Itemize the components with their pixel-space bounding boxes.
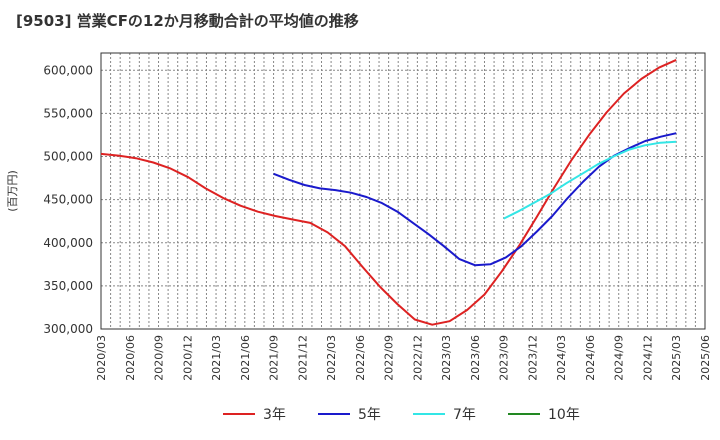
series-line-0	[100, 58, 677, 326]
legend-label-1: 5年	[358, 407, 381, 423]
y-tick-label: 450,000	[43, 193, 93, 207]
y-axis-ticks: 300,000 350,000 400,000 450,000 500,000 550,0…	[43, 63, 93, 336]
x-tick-label: 2022/09	[383, 335, 396, 381]
x-tick-label: 2022/06	[354, 335, 367, 381]
x-tick-label: 2023/09	[498, 335, 511, 381]
x-tick-label: 2025/06	[699, 335, 712, 381]
y-tick-label: 600,000	[43, 63, 93, 77]
x-tick-label: 2021/03	[210, 335, 223, 381]
y-tick-label: 400,000	[43, 236, 93, 250]
x-tick-label: 2024/09	[613, 335, 626, 381]
x-tick-label: 2023/06	[469, 335, 482, 381]
legend-label-0: 3年	[263, 407, 286, 423]
x-tick-label: 2024/06	[584, 335, 597, 381]
legend-label-2: 7年	[453, 407, 476, 423]
legend-label-3: 10年	[548, 407, 580, 423]
x-tick-label: 2022/03	[325, 335, 338, 381]
chart-title: [9503] 営業CFの12か月移動合計の平均値の推移	[16, 12, 359, 30]
x-tick-label: 2024/03	[555, 335, 568, 381]
x-tick-label: 2020/06	[124, 335, 137, 381]
x-tick-label: 2021/06	[239, 335, 252, 381]
x-tick-label: 2021/09	[268, 335, 281, 381]
legend: 3年 5年 7年 10年	[223, 407, 580, 423]
x-tick-label: 2022/12	[411, 335, 424, 381]
y-axis-label: (百万円)	[6, 170, 19, 212]
x-tick-label: 2020/12	[181, 335, 194, 381]
x-tick-label: 2023/12	[526, 335, 539, 381]
y-tick-label: 350,000	[43, 279, 93, 293]
x-tick-label: 2025/03	[670, 335, 683, 381]
y-tick-label: 300,000	[43, 322, 93, 336]
x-tick-label: 2020/03	[95, 335, 108, 381]
plot-area-frame	[100, 52, 706, 330]
grid	[100, 53, 706, 330]
x-axis-ticks: 2020/03 2020/06 2020/09 2020/12 2021/03 2021/…	[95, 335, 712, 381]
y-tick-label: 550,000	[43, 106, 93, 120]
x-tick-label: 2020/09	[153, 335, 166, 381]
y-tick-label: 500,000	[43, 150, 93, 164]
x-tick-label: 2021/12	[296, 335, 309, 381]
series-lines	[100, 58, 677, 326]
x-tick-label: 2024/12	[641, 335, 654, 381]
series-line-2	[503, 140, 677, 220]
x-tick-label: 2023/03	[440, 335, 453, 381]
